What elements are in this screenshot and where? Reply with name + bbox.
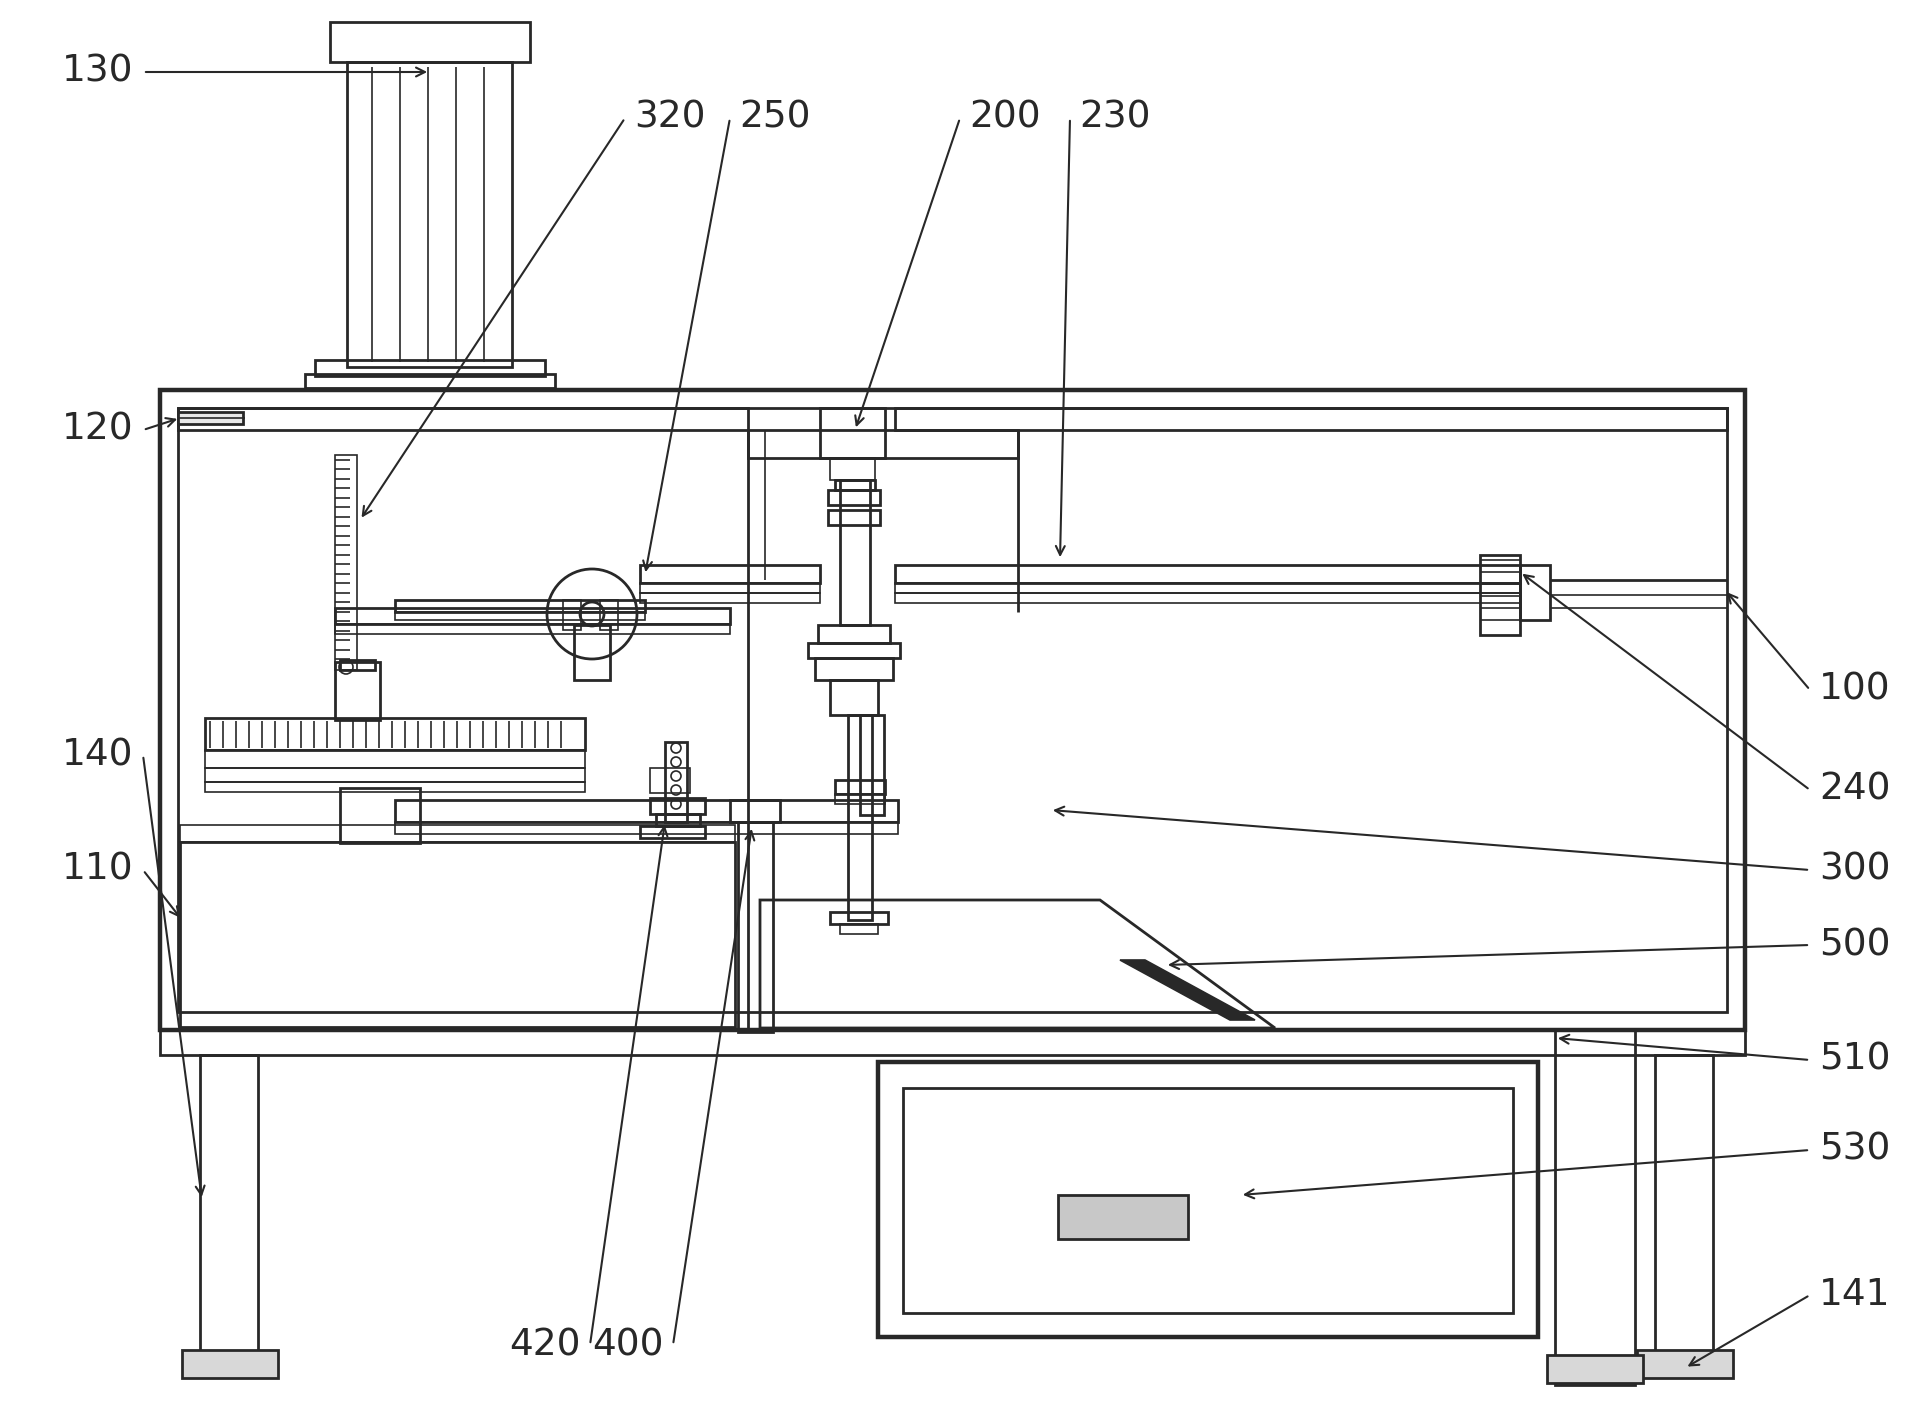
Text: 500: 500 bbox=[1819, 927, 1890, 963]
Text: 510: 510 bbox=[1819, 1042, 1890, 1078]
Bar bbox=[573, 625, 610, 680]
Bar bbox=[1519, 565, 1550, 621]
Bar bbox=[819, 408, 885, 459]
Bar bbox=[815, 657, 892, 680]
Bar bbox=[206, 719, 585, 750]
Bar bbox=[1546, 1355, 1642, 1383]
Bar bbox=[829, 490, 881, 506]
Bar bbox=[840, 924, 879, 934]
Bar bbox=[831, 680, 879, 716]
Bar bbox=[748, 430, 1017, 459]
Bar bbox=[179, 408, 1727, 1012]
Bar bbox=[331, 21, 531, 62]
Bar bbox=[879, 1062, 1538, 1338]
Bar bbox=[335, 662, 381, 720]
Text: 400: 400 bbox=[592, 1328, 663, 1363]
Bar bbox=[835, 780, 885, 794]
Bar bbox=[894, 565, 1519, 584]
Bar bbox=[600, 601, 617, 630]
Bar bbox=[840, 480, 869, 625]
Bar bbox=[640, 826, 706, 838]
Bar bbox=[1636, 1350, 1733, 1377]
Bar bbox=[860, 716, 885, 815]
Bar bbox=[650, 798, 706, 814]
Bar bbox=[738, 822, 773, 1032]
Bar bbox=[1058, 1196, 1188, 1240]
Bar bbox=[179, 408, 748, 430]
Text: 230: 230 bbox=[1079, 99, 1150, 136]
Bar bbox=[640, 565, 819, 584]
Bar bbox=[831, 459, 875, 480]
Text: 320: 320 bbox=[635, 99, 706, 136]
Bar bbox=[306, 373, 556, 388]
Text: 130: 130 bbox=[62, 54, 135, 89]
Bar bbox=[200, 1055, 258, 1355]
Bar bbox=[656, 814, 700, 826]
Bar bbox=[340, 660, 375, 670]
Bar bbox=[1656, 1055, 1713, 1355]
Text: 250: 250 bbox=[738, 99, 812, 136]
Bar bbox=[335, 454, 358, 670]
Bar bbox=[894, 594, 1519, 604]
Text: 420: 420 bbox=[510, 1328, 581, 1363]
Polygon shape bbox=[1119, 960, 1256, 1020]
Text: 110: 110 bbox=[62, 852, 135, 888]
Bar bbox=[563, 601, 581, 630]
Bar bbox=[206, 768, 585, 782]
Bar bbox=[894, 408, 1727, 430]
Bar bbox=[894, 584, 1519, 594]
Text: 530: 530 bbox=[1819, 1132, 1890, 1169]
Text: 200: 200 bbox=[969, 99, 1040, 136]
Bar bbox=[181, 825, 735, 842]
Bar bbox=[206, 750, 585, 768]
Text: 140: 140 bbox=[62, 737, 135, 772]
Text: 300: 300 bbox=[1819, 852, 1890, 888]
Bar bbox=[835, 480, 875, 490]
Text: 120: 120 bbox=[62, 412, 135, 447]
Bar bbox=[335, 623, 731, 633]
Bar bbox=[394, 601, 644, 612]
Bar bbox=[640, 584, 819, 594]
Bar bbox=[731, 799, 781, 822]
Bar bbox=[665, 743, 687, 822]
Text: 240: 240 bbox=[1819, 772, 1890, 808]
Bar bbox=[835, 794, 885, 804]
Bar bbox=[394, 822, 898, 834]
Bar bbox=[181, 842, 735, 1027]
Bar bbox=[160, 1030, 1744, 1055]
Bar bbox=[206, 782, 585, 792]
Bar bbox=[829, 510, 881, 525]
Bar bbox=[1556, 1030, 1635, 1384]
Bar bbox=[394, 612, 644, 621]
Bar bbox=[346, 62, 512, 366]
Bar bbox=[183, 1350, 279, 1377]
Bar bbox=[179, 412, 242, 425]
Bar bbox=[340, 788, 419, 843]
Bar bbox=[650, 768, 690, 792]
Text: 141: 141 bbox=[1819, 1277, 1890, 1314]
Bar bbox=[160, 391, 1744, 1030]
Bar bbox=[315, 361, 544, 376]
Bar bbox=[831, 912, 888, 924]
Text: 100: 100 bbox=[1819, 672, 1890, 709]
Bar bbox=[904, 1088, 1513, 1314]
Bar bbox=[335, 608, 731, 623]
Bar bbox=[1481, 555, 1519, 635]
Bar bbox=[394, 799, 898, 822]
Bar bbox=[817, 625, 890, 643]
Bar bbox=[640, 594, 819, 604]
Bar bbox=[808, 643, 900, 657]
Bar bbox=[848, 716, 871, 920]
